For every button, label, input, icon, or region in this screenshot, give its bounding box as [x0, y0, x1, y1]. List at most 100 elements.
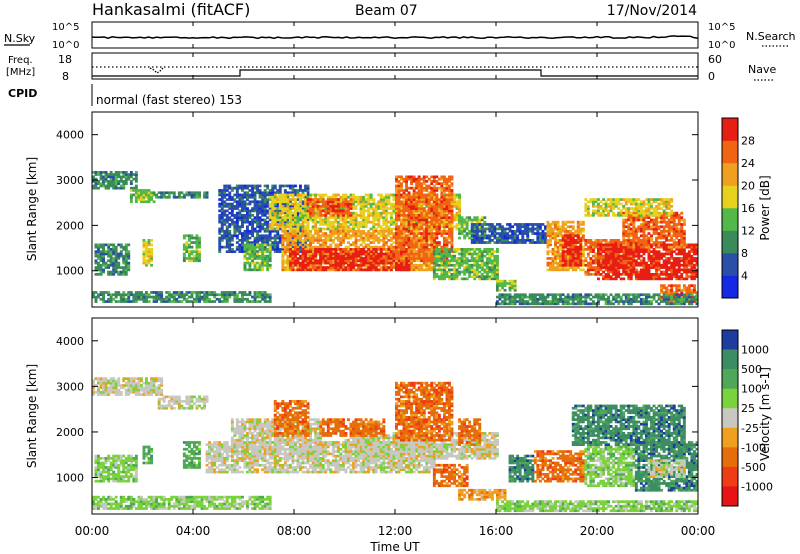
power-cell — [443, 200, 446, 204]
power-cell — [445, 218, 449, 222]
power-cell — [99, 243, 103, 247]
power-cell — [261, 254, 265, 258]
power-cell — [377, 257, 381, 260]
power-cell — [241, 245, 244, 249]
power-cell — [331, 198, 335, 201]
power-cell — [410, 182, 413, 185]
power-cell — [294, 205, 297, 208]
power-cell — [124, 261, 128, 265]
power-cell — [415, 177, 419, 181]
power-cell — [448, 200, 451, 204]
power-cell — [329, 200, 333, 204]
power-cell — [296, 259, 300, 263]
power-cell — [443, 180, 446, 183]
power-cell — [167, 297, 171, 301]
power-cell — [432, 195, 436, 199]
power-cell — [281, 261, 285, 265]
power-cell — [238, 248, 242, 251]
power-cell — [342, 232, 345, 235]
power-cell — [248, 236, 252, 240]
power-cell — [281, 209, 285, 213]
power-cell — [407, 245, 411, 249]
power-cell — [331, 254, 335, 258]
power-cell — [243, 200, 247, 204]
power-cell — [230, 214, 234, 217]
power-cell — [435, 189, 439, 192]
power-cell — [182, 243, 186, 247]
power-cell — [430, 205, 434, 208]
power-cell — [468, 275, 472, 278]
power-cell — [124, 273, 128, 276]
power-cell — [397, 218, 401, 222]
power-cell — [448, 193, 451, 197]
power-cell — [218, 218, 222, 222]
power-cell — [119, 180, 123, 183]
power-cell — [440, 248, 444, 251]
power-cell — [235, 241, 239, 244]
power-cell — [359, 250, 363, 253]
power-cell — [437, 268, 441, 272]
power-cell — [490, 250, 494, 253]
power-cell — [321, 234, 325, 238]
power-cell — [483, 248, 487, 251]
power-cell — [410, 216, 413, 219]
power-cell — [97, 257, 100, 260]
power-cell — [400, 214, 403, 217]
power-cell — [316, 202, 320, 206]
power-cell — [417, 205, 421, 208]
power-cell — [369, 268, 373, 272]
power-cell — [311, 209, 315, 213]
power-cell — [427, 250, 431, 253]
power-cell — [263, 243, 267, 247]
power-cell — [407, 268, 411, 272]
power-cell — [198, 195, 201, 199]
power-cell — [203, 293, 206, 297]
power-cell — [99, 273, 103, 276]
power-cell — [440, 257, 444, 260]
power-cell — [195, 297, 199, 301]
power-cell — [235, 227, 239, 231]
power-cell — [382, 259, 386, 263]
power-cell — [291, 257, 295, 260]
power-cell — [422, 186, 426, 190]
power-cell — [182, 297, 186, 301]
power-cell — [258, 227, 262, 231]
power-cell — [306, 245, 310, 249]
power-cell — [291, 266, 295, 269]
power-cell — [326, 227, 330, 231]
power-cell — [377, 232, 381, 235]
power-cell — [402, 263, 406, 267]
power-cell — [296, 261, 300, 265]
power-cell — [246, 259, 249, 263]
power-cell — [251, 232, 254, 235]
power-cell — [321, 232, 325, 235]
power-cell — [193, 300, 196, 303]
power-cell — [185, 291, 189, 294]
power-cell — [150, 295, 153, 299]
power-cell — [127, 252, 131, 256]
power-cell — [437, 205, 441, 208]
power-cell — [268, 232, 272, 235]
power-cell — [410, 202, 413, 206]
power-cell — [344, 218, 348, 222]
power-cell — [233, 216, 237, 219]
power-cell — [276, 241, 280, 244]
power-cell — [316, 229, 320, 233]
power-cell — [311, 268, 315, 272]
power-cell — [175, 291, 179, 294]
power-cell — [455, 218, 459, 222]
power-cell — [301, 205, 305, 208]
power-cell — [220, 220, 224, 224]
power-cell — [288, 250, 292, 253]
power-cell — [188, 236, 191, 240]
power-cell — [329, 216, 333, 219]
power-cell — [389, 207, 393, 210]
power-cell — [299, 216, 302, 219]
power-cell — [256, 293, 259, 297]
power-cell — [109, 257, 113, 260]
power-cell — [241, 291, 244, 294]
power-cell — [374, 261, 378, 265]
power-cell — [248, 257, 252, 260]
power-cell — [339, 268, 343, 272]
power-cell — [238, 214, 242, 217]
